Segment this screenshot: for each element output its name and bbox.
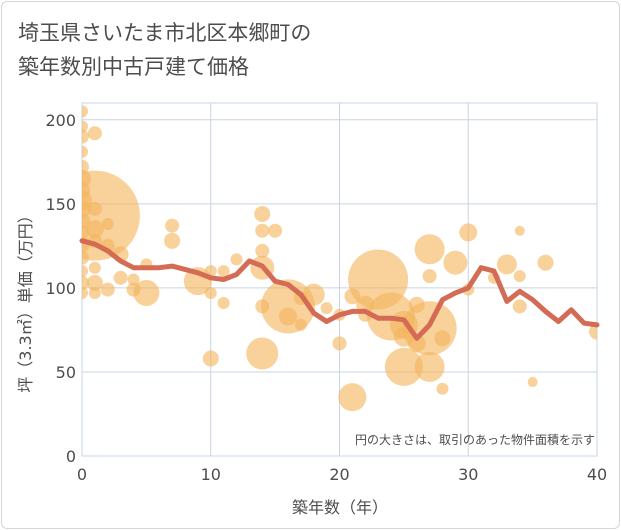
bubble-point: [255, 243, 270, 258]
y-tick-label: 0: [66, 447, 76, 466]
chart-title-line1: 埼玉県さいたま市北区本郷町の: [18, 21, 312, 45]
bubble-point: [414, 351, 445, 382]
y-tick-label: 100: [45, 279, 76, 298]
bubble-point: [101, 218, 114, 231]
y-axis-label: 坪（3.3㎡）単価（万円）: [16, 207, 35, 392]
y-tick-label: 200: [45, 111, 76, 130]
bubble-point: [113, 270, 128, 285]
bubble-point: [459, 223, 478, 242]
bubble-point: [496, 254, 517, 275]
trend-line: [79, 238, 600, 341]
bubble-point: [443, 250, 468, 275]
bubble-point: [204, 286, 217, 299]
bubble-point: [514, 225, 525, 236]
bubble-point: [82, 120, 88, 133]
bubble-point: [332, 336, 347, 351]
bubble-point: [268, 223, 283, 238]
bubble-point: [254, 205, 271, 222]
bubble-point: [294, 318, 307, 331]
bubble-point: [338, 383, 367, 412]
bubble-point: [513, 270, 526, 283]
size-note: 円の大きさは、取引のあった物件面積を示す: [355, 432, 595, 447]
x-tick-label: 0: [77, 465, 87, 484]
bubble-point: [589, 323, 597, 340]
y-tick-label: 50: [56, 363, 76, 382]
bubble-point: [87, 126, 102, 141]
bubble-point: [82, 265, 88, 278]
bubble-point: [100, 282, 115, 297]
x-tick-labels: 0 10 20 30 40: [77, 465, 607, 484]
trend-line-series: [79, 238, 600, 341]
bubble-point: [255, 223, 270, 238]
x-axis-label: 築年数（年）: [292, 498, 388, 517]
chart-title-line2: 築年数別中古戸建て価格: [18, 55, 249, 79]
bubble-point: [88, 261, 101, 274]
bubble-point: [414, 234, 445, 265]
x-tick-label: 20: [329, 465, 349, 484]
bubble-point: [512, 299, 527, 314]
x-tick-label: 10: [201, 465, 221, 484]
bubble-point: [82, 275, 89, 290]
bubble-point: [537, 254, 554, 271]
bubble-point: [217, 265, 230, 278]
bubble-point: [230, 253, 243, 266]
bubble-point: [82, 129, 89, 144]
bubble-point: [279, 307, 297, 326]
bubble-point: [127, 273, 140, 286]
bubble-point: [82, 145, 88, 158]
bubble-point: [202, 350, 219, 367]
y-tick-labels: 0 50 100 150 200: [45, 111, 76, 466]
bubble-point: [384, 347, 423, 386]
bubble-point: [82, 286, 88, 299]
bubble-point: [87, 201, 102, 216]
bubble-point: [86, 274, 103, 291]
bubble-series: [82, 105, 597, 412]
bubble-point: [434, 330, 451, 347]
bubble-point: [217, 297, 230, 310]
bubble-point: [422, 269, 437, 284]
bubble-point: [165, 218, 180, 233]
bubble-point: [85, 220, 104, 239]
x-tick-label: 30: [458, 465, 478, 484]
chart-title: 埼玉県さいたま市北区本郷町の 築年数別中古戸建て価格: [18, 16, 311, 84]
bubble-point: [164, 232, 181, 249]
bubble-point: [527, 377, 538, 388]
bubble-point: [436, 382, 449, 395]
bubble-point: [320, 302, 333, 315]
bubble-point: [246, 337, 279, 370]
bubble-point: [302, 283, 325, 306]
bubble-point: [133, 279, 160, 306]
bubble-point: [88, 286, 101, 299]
x-tick-label: 40: [587, 465, 607, 484]
y-tick-label: 150: [45, 195, 76, 214]
bubble-point: [82, 105, 88, 118]
